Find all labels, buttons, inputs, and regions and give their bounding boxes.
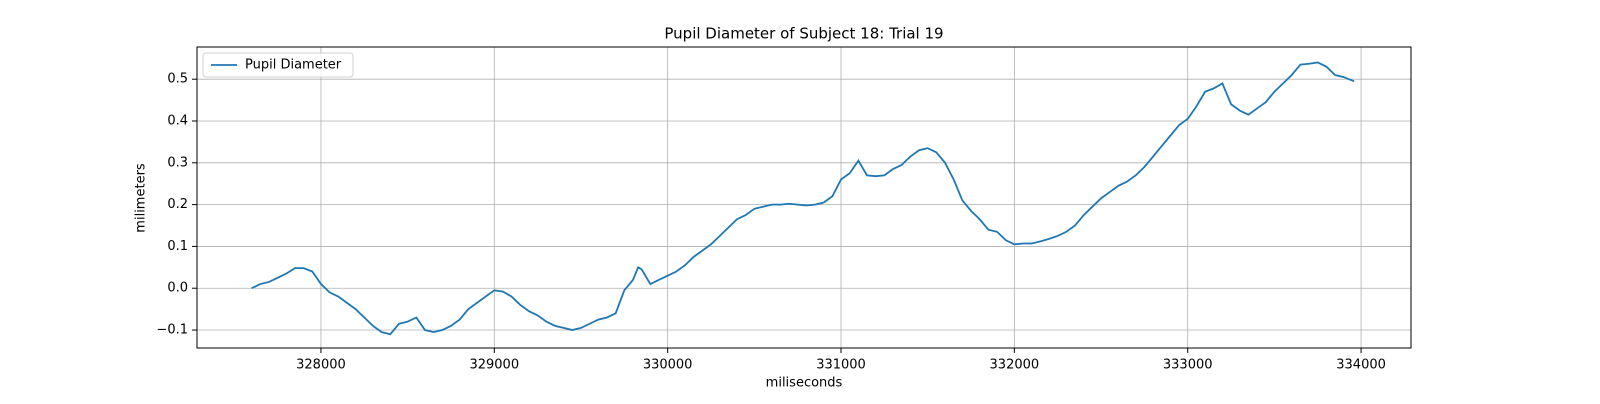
x-tick-label: 329000: [469, 358, 519, 373]
data-line: [251, 61, 1355, 336]
y-axis-label: milimeters: [134, 163, 149, 233]
legend-label: Pupil Diameter: [245, 58, 342, 73]
x-tick-label: 333000: [1163, 358, 1213, 373]
y-tick-label: 0.5: [167, 72, 188, 87]
legend-box: [202, 52, 354, 78]
x-tick-label: 332000: [990, 358, 1040, 373]
y-tick-label: 0.4: [167, 113, 188, 128]
x-tick-label: 328000: [296, 358, 346, 373]
x-tick-label: 334000: [1336, 358, 1386, 373]
x-axis-label: miliseconds: [766, 376, 843, 391]
y-tick-label: −0.1: [156, 323, 188, 338]
y-tick-label: 0.0: [167, 281, 188, 296]
axes-frame: [196, 46, 1412, 349]
y-tick-label: 0.2: [167, 197, 188, 212]
x-tick-label: 331000: [816, 358, 866, 373]
y-tick-label: 0.3: [167, 155, 188, 170]
chart-title: Pupil Diameter of Subject 18: Trial 19: [664, 25, 943, 43]
y-tick-label: 0.1: [167, 239, 188, 254]
x-tick-label: 330000: [643, 358, 693, 373]
